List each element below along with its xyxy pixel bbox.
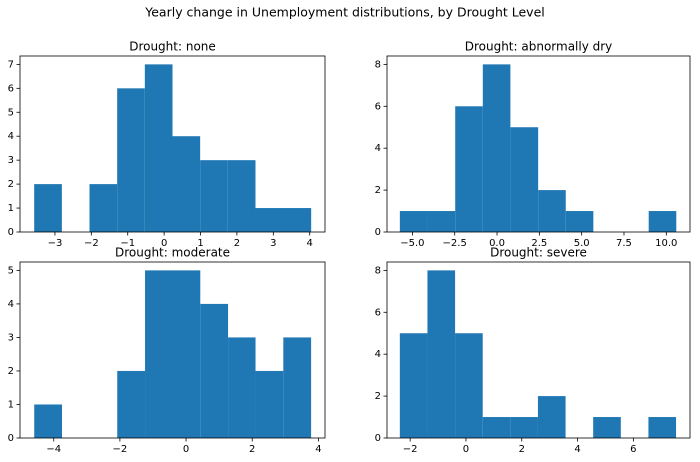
x-tick-label: 0 xyxy=(463,444,469,455)
bar xyxy=(228,337,256,438)
subplot-title: Drought: abnormally dry xyxy=(465,40,613,54)
bar xyxy=(34,184,62,232)
bar xyxy=(648,417,677,438)
x-tick-label: −2 xyxy=(403,444,418,455)
x-tick-label: 4 xyxy=(307,238,313,249)
x-tick-label: 2.5 xyxy=(531,238,547,249)
x-tick-label: 1 xyxy=(197,238,203,249)
axes-frame xyxy=(19,55,326,233)
axes-frame xyxy=(386,55,691,233)
x-tick-label: −5.0 xyxy=(400,238,424,249)
x-tick-label: 10.0 xyxy=(655,238,677,249)
bar xyxy=(510,417,538,438)
x-tick-label: −1 xyxy=(120,238,135,249)
y-tick-label: 5 xyxy=(8,107,14,118)
y-tick-label: 2 xyxy=(375,185,381,196)
y-tick-label: 3 xyxy=(8,155,14,166)
bar xyxy=(455,106,483,232)
y-tick-label: 2 xyxy=(8,179,14,190)
bar xyxy=(648,211,677,232)
y-tick-label: 8 xyxy=(375,265,381,276)
bar xyxy=(399,211,428,232)
y-tick-label: 4 xyxy=(375,349,381,360)
y-tick-label: 2 xyxy=(375,391,381,402)
y-tick-label: 0 xyxy=(375,227,381,238)
x-tick-label: −2 xyxy=(113,444,128,455)
y-tick-label: 1 xyxy=(8,203,14,214)
subplot-title: Drought: moderate xyxy=(115,246,230,260)
bar xyxy=(200,160,228,232)
bar xyxy=(255,370,284,438)
bar xyxy=(255,208,284,232)
bar xyxy=(482,64,511,232)
y-tick-label: 4 xyxy=(375,143,381,154)
bar xyxy=(144,64,173,232)
y-tick-label: 8 xyxy=(375,59,381,70)
bar xyxy=(227,160,256,232)
y-tick-label: 6 xyxy=(375,101,381,112)
subplot: Drought: moderate −4 −2 0 2 4 0 1 2 3 4 5 xyxy=(8,246,326,455)
bar xyxy=(565,211,594,232)
bar xyxy=(89,184,118,232)
x-tick-label: 4 xyxy=(574,444,580,455)
bar xyxy=(510,127,539,232)
x-tick-label: 0.0 xyxy=(489,238,505,249)
x-tick-label: 3 xyxy=(270,238,276,249)
subplot-title: Drought: severe xyxy=(490,246,587,260)
bar xyxy=(283,208,312,232)
bar xyxy=(117,370,146,438)
bar xyxy=(593,417,621,438)
bar xyxy=(283,337,312,438)
y-tick-label: 1 xyxy=(8,399,14,410)
bar xyxy=(455,333,483,438)
bar xyxy=(537,396,566,438)
y-tick-label: 4 xyxy=(8,131,14,142)
x-tick-label: 0 xyxy=(161,238,167,249)
bar xyxy=(145,270,173,438)
y-tick-label: 0 xyxy=(8,227,14,238)
bar xyxy=(427,270,456,438)
x-tick-label: −2 xyxy=(84,238,99,249)
x-tick-label: 4 xyxy=(315,444,321,455)
bar xyxy=(172,270,201,438)
bar xyxy=(482,417,511,438)
y-tick-label: 6 xyxy=(8,83,14,94)
bar xyxy=(427,211,456,232)
subplot: Drought: none −3 −2 −1 0 1 2 3 4 0 1 2 3 4 5 6 7 xyxy=(8,40,326,249)
y-tick-label: 7 xyxy=(8,59,14,70)
y-tick-label: 5 xyxy=(8,265,14,276)
subplot-title: Drought: none xyxy=(129,40,216,54)
bar xyxy=(34,404,63,438)
x-tick-label: −3 xyxy=(48,238,63,249)
figure-title: Yearly change in Unemployment distributi… xyxy=(144,5,545,20)
subplot: Drought: abnormally dry −5.0 −2.5 0.0 2.5 5.0… xyxy=(375,40,691,249)
bar xyxy=(200,303,229,438)
axes-frame xyxy=(19,261,326,439)
y-tick-label: 4 xyxy=(8,299,14,310)
x-tick-label: 5.0 xyxy=(574,238,590,249)
x-tick-label: 2 xyxy=(249,444,255,455)
x-tick-label: 7.5 xyxy=(616,238,632,249)
y-tick-label: 3 xyxy=(8,332,14,343)
bar xyxy=(538,190,566,232)
y-tick-label: 6 xyxy=(375,307,381,318)
y-tick-label: 0 xyxy=(375,433,381,444)
bar xyxy=(172,136,201,232)
x-tick-label: −4 xyxy=(46,444,61,455)
y-tick-label: 2 xyxy=(8,366,14,377)
bar xyxy=(117,88,145,232)
bar xyxy=(399,333,428,438)
x-tick-label: −2.5 xyxy=(443,238,467,249)
x-tick-label: 6 xyxy=(630,444,636,455)
axes-frame xyxy=(386,261,691,439)
subplot: Drought: severe −2 0 2 4 6 0 2 4 6 8 xyxy=(375,246,691,455)
x-tick-label: 2 xyxy=(519,444,525,455)
x-tick-label: 0 xyxy=(183,444,189,455)
y-tick-label: 0 xyxy=(8,433,14,444)
x-tick-label: 2 xyxy=(234,238,240,249)
